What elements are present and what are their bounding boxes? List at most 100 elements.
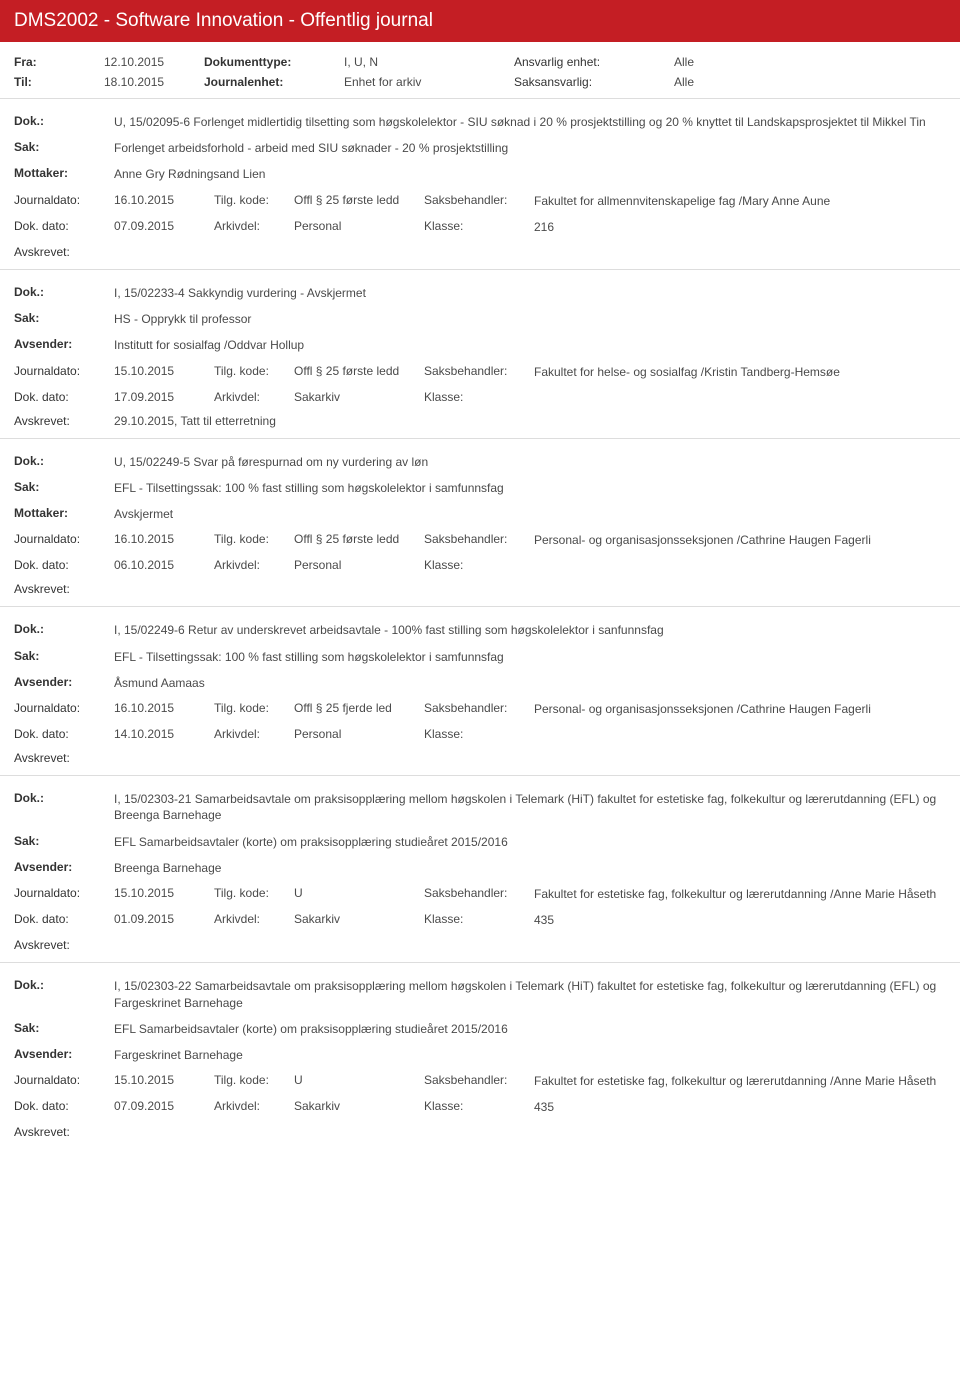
klasse-value xyxy=(534,390,946,404)
ansvarlig-value: Alle xyxy=(674,55,774,69)
dokdato-value: 17.09.2015 xyxy=(114,390,214,404)
dok-value: I, 15/02233-4 Sakkyndig vurdering - Avsk… xyxy=(114,285,946,301)
party-value: Anne Gry Rødningsand Lien xyxy=(114,166,946,182)
dokdato-label: Dok. dato: xyxy=(14,1099,114,1115)
dok-row: Dok.: U, 15/02249-5 Svar på førespurnad … xyxy=(14,449,946,475)
saksbehandler-label: Saksbehandler: xyxy=(424,1073,534,1089)
dokdato-row: Dok. dato: 01.09.2015 Arkivdel: Sakarkiv… xyxy=(14,907,946,933)
avskrevet-label: Avskrevet: xyxy=(14,1125,114,1139)
entries-container: Dok.: U, 15/02095-6 Forlenget midlertidi… xyxy=(0,99,960,1149)
saksbehandler-value: Fakultet for estetiske fag, folkekultur … xyxy=(534,1073,946,1089)
journaldato-value: 16.10.2015 xyxy=(114,701,214,717)
party-label: Mottaker: xyxy=(14,506,114,520)
arkivdel-value: Personal xyxy=(294,558,424,572)
arkivdel-value: Sakarkiv xyxy=(294,390,424,404)
dokdato-row: Dok. dato: 07.09.2015 Arkivdel: Sakarkiv… xyxy=(14,1094,946,1120)
sak-value: EFL Samarbeidsavtaler (korte) om praksis… xyxy=(114,1021,946,1037)
saksbehandler-value: Fakultet for helse- og sosialfag /Kristi… xyxy=(534,364,946,380)
dok-label: Dok.: xyxy=(14,114,114,128)
tilgkode-value: U xyxy=(294,1073,424,1089)
arkivdel-label: Arkivdel: xyxy=(214,390,294,404)
sak-row: Sak: HS - Opprykk til professor xyxy=(14,306,946,332)
dok-label: Dok.: xyxy=(14,454,114,468)
journaldato-value: 16.10.2015 xyxy=(114,532,214,548)
sak-value: EFL Samarbeidsavtaler (korte) om praksis… xyxy=(114,834,946,850)
dokdato-value: 01.09.2015 xyxy=(114,912,214,928)
meta-row-2: Til: 18.10.2015 Journalenhet: Enhet for … xyxy=(14,72,946,92)
journaldato-label: Journaldato: xyxy=(14,193,114,209)
journal-entry: Dok.: I, 15/02233-4 Sakkyndig vurdering … xyxy=(0,270,960,439)
dokdato-value: 07.09.2015 xyxy=(114,1099,214,1115)
dok-row: Dok.: I, 15/02303-21 Samarbeidsavtale om… xyxy=(14,786,946,828)
page-header: DMS2002 - Software Innovation - Offentli… xyxy=(0,0,960,42)
tilgkode-label: Tilg. kode: xyxy=(214,532,294,548)
dok-label: Dok.: xyxy=(14,978,114,992)
avskrevet-row: Avskrevet: xyxy=(14,577,946,598)
tilgkode-label: Tilg. kode: xyxy=(214,364,294,380)
meta-block: Fra: 12.10.2015 Dokumenttype: I, U, N An… xyxy=(0,42,960,99)
meta-row-1: Fra: 12.10.2015 Dokumenttype: I, U, N An… xyxy=(14,52,946,72)
avskrevet-row: Avskrevet: xyxy=(14,746,946,767)
saksbehandler-value: Personal- og organisasjonsseksjonen /Cat… xyxy=(534,701,946,717)
party-value: Avskjermet xyxy=(114,506,946,522)
sak-label: Sak: xyxy=(14,1021,114,1035)
journaldato-label: Journaldato: xyxy=(14,886,114,902)
tilgkode-value: U xyxy=(294,886,424,902)
tilgkode-label: Tilg. kode: xyxy=(214,701,294,717)
journaldato-label: Journaldato: xyxy=(14,364,114,380)
klasse-label: Klasse: xyxy=(424,727,534,741)
klasse-label: Klasse: xyxy=(424,390,534,404)
dok-value: I, 15/02303-22 Samarbeidsavtale om praks… xyxy=(114,978,946,1010)
header-title: DMS2002 - Software Innovation - Offentli… xyxy=(14,10,433,31)
avskrevet-row: Avskrevet: xyxy=(14,240,946,261)
journaldato-label: Journaldato: xyxy=(14,532,114,548)
dok-value: U, 15/02095-6 Forlenget midlertidig tils… xyxy=(114,114,946,130)
arkivdel-value: Sakarkiv xyxy=(294,912,424,928)
dokdato-label: Dok. dato: xyxy=(14,219,114,235)
avskrevet-value xyxy=(114,582,946,596)
sak-value: EFL - Tilsettingssak: 100 % fast stillin… xyxy=(114,649,946,665)
saksbehandler-label: Saksbehandler: xyxy=(424,364,534,380)
dok-row: Dok.: I, 15/02233-4 Sakkyndig vurdering … xyxy=(14,280,946,306)
sak-label: Sak: xyxy=(14,480,114,494)
party-row: Avsender: Breenga Barnehage xyxy=(14,855,946,881)
dokdato-value: 07.09.2015 xyxy=(114,219,214,235)
sak-row: Sak: EFL - Tilsettingssak: 100 % fast st… xyxy=(14,644,946,670)
arkivdel-value: Sakarkiv xyxy=(294,1099,424,1115)
sak-row: Sak: EFL Samarbeidsavtaler (korte) om pr… xyxy=(14,1016,946,1042)
avskrevet-label: Avskrevet: xyxy=(14,245,114,259)
saksbehandler-label: Saksbehandler: xyxy=(424,701,534,717)
avskrevet-label: Avskrevet: xyxy=(14,414,114,428)
journal-entry: Dok.: I, 15/02303-22 Samarbeidsavtale om… xyxy=(0,963,960,1149)
journal-entry: Dok.: U, 15/02095-6 Forlenget midlertidi… xyxy=(0,99,960,270)
party-row: Avsender: Institutt for sosialfag /Oddva… xyxy=(14,332,946,358)
dokdato-label: Dok. dato: xyxy=(14,727,114,741)
journaldato-label: Journaldato: xyxy=(14,701,114,717)
arkivdel-value: Personal xyxy=(294,727,424,741)
party-row: Avsender: Fargeskrinet Barnehage xyxy=(14,1042,946,1068)
sak-label: Sak: xyxy=(14,834,114,848)
party-row: Avsender: Åsmund Aamaas xyxy=(14,670,946,696)
party-label: Avsender: xyxy=(14,860,114,874)
dok-value: I, 15/02303-21 Samarbeidsavtale om praks… xyxy=(114,791,946,823)
journaldato-label: Journaldato: xyxy=(14,1073,114,1089)
journal-row: Journaldato: 16.10.2015 Tilg. kode: Offl… xyxy=(14,696,946,722)
journal-row: Journaldato: 16.10.2015 Tilg. kode: Offl… xyxy=(14,188,946,214)
til-label: Til: xyxy=(14,75,104,89)
party-label: Avsender: xyxy=(14,337,114,351)
arkivdel-label: Arkivdel: xyxy=(214,558,294,572)
dok-value: I, 15/02249-6 Retur av underskrevet arbe… xyxy=(114,622,946,638)
dok-label: Dok.: xyxy=(14,791,114,805)
party-value: Institutt for sosialfag /Oddvar Hollup xyxy=(114,337,946,353)
journal-row: Journaldato: 15.10.2015 Tilg. kode: U Sa… xyxy=(14,1068,946,1094)
avskrevet-value xyxy=(114,938,946,952)
saksbehandler-label: Saksbehandler: xyxy=(424,886,534,902)
sak-row: Sak: Forlenget arbeidsforhold - arbeid m… xyxy=(14,135,946,161)
dok-value: U, 15/02249-5 Svar på førespurnad om ny … xyxy=(114,454,946,470)
dok-row: Dok.: U, 15/02095-6 Forlenget midlertidi… xyxy=(14,109,946,135)
klasse-value xyxy=(534,558,946,572)
fra-value: 12.10.2015 xyxy=(104,55,204,69)
klasse-value: 435 xyxy=(534,1099,946,1115)
journal-entry: Dok.: I, 15/02249-6 Retur av underskreve… xyxy=(0,607,960,776)
tilgkode-label: Tilg. kode: xyxy=(214,1073,294,1089)
